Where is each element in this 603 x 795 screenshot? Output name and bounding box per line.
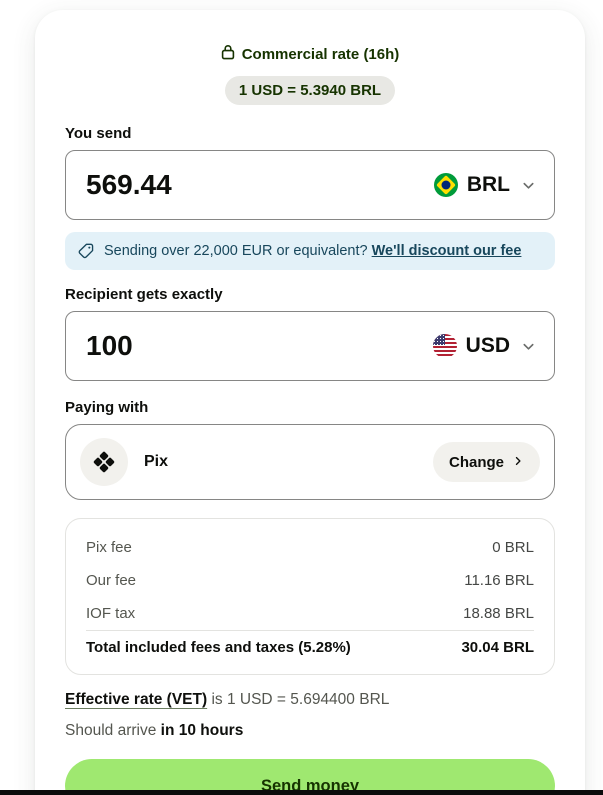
fee-breakdown-card: Pix fee 0 BRL Our fee 11.16 BRL IOF tax … — [65, 518, 555, 675]
recipient-gets-label: Recipient gets exactly — [65, 286, 223, 303]
arrival-line: Should arrive in 10 hours — [65, 721, 555, 741]
fee-value: 11.16 BRL — [464, 572, 534, 589]
window-bottom-edge — [0, 790, 603, 795]
paying-with-label: Paying with — [65, 399, 149, 416]
payment-method-card: Pix Change — [65, 424, 555, 500]
send-amount-input[interactable] — [86, 169, 434, 201]
discount-banner: Sending over 22,000 EUR or equivalent? W… — [65, 232, 555, 270]
arrival-time: in 10 hours — [160, 722, 244, 739]
effective-rate-line: Effective rate (VET) is 1 USD = 5.694400… — [65, 690, 555, 710]
fee-row: Our fee 11.16 BRL — [86, 564, 534, 597]
fee-total-row: Total included fees and taxes (5.28%) 30… — [86, 631, 534, 665]
fee-row: Pix fee 0 BRL — [86, 531, 534, 564]
lock-icon — [221, 44, 235, 66]
payment-method-name: Pix — [144, 453, 169, 470]
fee-divider — [86, 630, 534, 631]
us-flag-icon — [432, 334, 457, 358]
rate-type-label: Commercial rate (16h) — [241, 46, 400, 63]
receive-amount-input[interactable] — [86, 330, 433, 362]
receive-currency-code: USD — [465, 334, 510, 357]
send-currency-code: BRL — [466, 173, 510, 196]
fee-total-label: Total included fees and taxes (5.28%) — [86, 639, 351, 656]
you-send-field: BRL — [65, 150, 555, 220]
you-send-label: You send — [65, 125, 132, 142]
chevron-down-icon — [521, 178, 536, 193]
recipient-gets-field: USD — [65, 311, 555, 381]
tag-icon — [77, 242, 95, 260]
effective-rate-link[interactable]: Effective rate (VET) — [65, 691, 208, 708]
fee-row: IOF tax 18.88 BRL — [86, 597, 534, 630]
fee-label: Pix fee — [86, 539, 132, 556]
fee-value: 0 BRL — [492, 539, 534, 556]
discount-banner-text: Sending over 22,000 EUR or equivalent? W… — [104, 242, 521, 261]
transfer-calculator-card: Commercial rate (16h) 1 USD = 5.3940 BRL… — [35, 10, 585, 795]
send-currency-selector[interactable]: BRL — [433, 173, 536, 197]
rate-badge-wrap: 1 USD = 5.3940 BRL — [65, 76, 555, 105]
fee-label: Our fee — [86, 572, 137, 589]
fee-label: IOF tax — [86, 605, 136, 622]
effective-rate-value: is 1 USD = 5.694400 BRL — [211, 691, 390, 708]
arrival-text: Should arrive — [65, 722, 157, 739]
fee-total-value: 30.04 BRL — [461, 639, 534, 656]
brazil-flag-icon — [433, 173, 458, 197]
pix-icon — [80, 438, 128, 486]
rate-header: Commercial rate (16h) — [65, 44, 555, 66]
chevron-right-icon — [512, 454, 524, 471]
change-payment-button[interactable]: Change — [432, 442, 540, 482]
receive-currency-selector[interactable]: USD — [432, 334, 536, 358]
discount-question: Sending over 22,000 EUR or equivalent? — [104, 242, 368, 259]
exchange-rate-badge[interactable]: 1 USD = 5.3940 BRL — [224, 76, 396, 105]
fee-value: 18.88 BRL — [463, 605, 534, 622]
change-button-label: Change — [448, 453, 504, 471]
chevron-down-icon — [521, 339, 536, 354]
discount-fee-link[interactable]: We'll discount our fee — [371, 242, 522, 259]
